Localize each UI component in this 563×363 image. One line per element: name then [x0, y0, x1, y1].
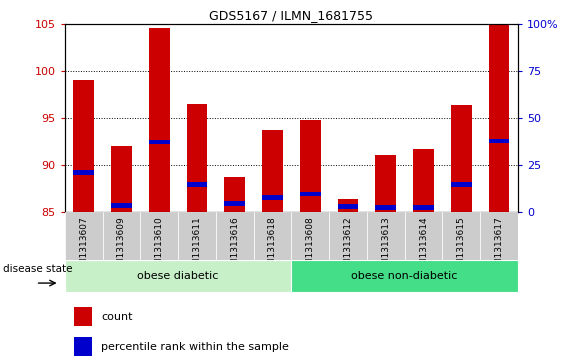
Bar: [186, 182, 207, 187]
Text: percentile rank within the sample: percentile rank within the sample: [101, 342, 289, 352]
Bar: [149, 28, 169, 212]
Text: GSM1313609: GSM1313609: [117, 216, 126, 277]
Bar: [253, 212, 292, 260]
Bar: [376, 155, 396, 212]
Bar: [451, 105, 472, 212]
Text: obese diabetic: obese diabetic: [137, 271, 219, 281]
Bar: [451, 182, 472, 187]
Bar: [74, 307, 92, 326]
Text: GSM1313611: GSM1313611: [193, 216, 202, 277]
Text: count: count: [101, 312, 132, 322]
Bar: [338, 204, 359, 209]
Bar: [65, 212, 102, 260]
Bar: [300, 120, 320, 212]
Bar: [489, 139, 510, 143]
Bar: [413, 149, 434, 212]
Bar: [178, 212, 216, 260]
Text: obese non-diabetic: obese non-diabetic: [351, 271, 458, 281]
Bar: [224, 201, 245, 206]
Bar: [443, 212, 480, 260]
Bar: [224, 178, 245, 212]
Text: GSM1313612: GSM1313612: [343, 216, 352, 277]
Text: GSM1313613: GSM1313613: [381, 216, 390, 277]
Bar: [111, 146, 132, 212]
Bar: [489, 24, 510, 212]
Text: disease state: disease state: [3, 264, 73, 274]
Bar: [74, 338, 92, 356]
Bar: [329, 212, 367, 260]
Bar: [338, 199, 359, 212]
Bar: [149, 140, 169, 144]
Bar: [102, 212, 140, 260]
Bar: [73, 80, 94, 212]
Text: GSM1313614: GSM1313614: [419, 216, 428, 277]
Bar: [111, 203, 132, 208]
Text: GSM1313610: GSM1313610: [155, 216, 164, 277]
Bar: [65, 260, 292, 292]
Bar: [186, 104, 207, 212]
Bar: [367, 212, 405, 260]
Bar: [292, 260, 518, 292]
Text: GSM1313618: GSM1313618: [268, 216, 277, 277]
Bar: [216, 212, 253, 260]
Bar: [480, 212, 518, 260]
Bar: [405, 212, 443, 260]
Title: GDS5167 / ILMN_1681755: GDS5167 / ILMN_1681755: [209, 9, 373, 23]
Bar: [140, 212, 178, 260]
Bar: [300, 192, 320, 196]
Text: GSM1313617: GSM1313617: [494, 216, 503, 277]
Bar: [262, 130, 283, 212]
Bar: [262, 195, 283, 200]
Bar: [73, 170, 94, 175]
Text: GSM1313608: GSM1313608: [306, 216, 315, 277]
Text: GSM1313615: GSM1313615: [457, 216, 466, 277]
Text: GSM1313616: GSM1313616: [230, 216, 239, 277]
Bar: [413, 205, 434, 209]
Bar: [292, 212, 329, 260]
Text: GSM1313607: GSM1313607: [79, 216, 88, 277]
Bar: [376, 205, 396, 209]
